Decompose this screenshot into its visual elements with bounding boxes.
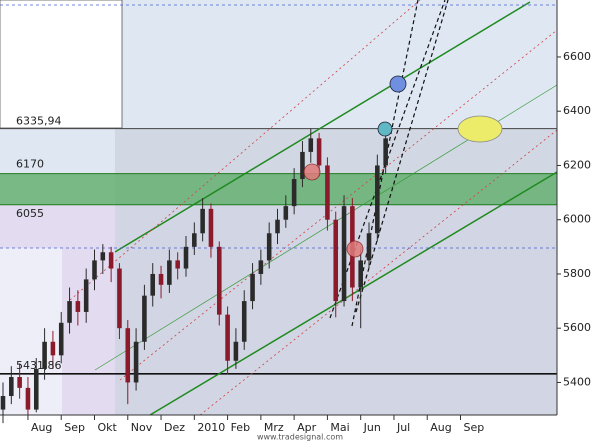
level-label: 5431,86	[16, 359, 62, 372]
level-label: 6335,94	[16, 115, 62, 128]
candle-body	[316, 138, 322, 166]
candle-body	[133, 341, 139, 383]
candle-body	[333, 219, 339, 302]
region	[0, 0, 123, 129]
candle-body	[67, 301, 72, 323]
candle-body	[192, 233, 197, 247]
candle-body	[150, 273, 156, 296]
candle-body	[50, 341, 56, 356]
candle-body	[117, 268, 122, 329]
candle-body	[233, 341, 239, 361]
candle-body	[258, 260, 264, 274]
candle-body	[208, 208, 214, 247]
channel-line	[114, 1, 531, 253]
x-tick-label: Mai	[330, 421, 349, 434]
y-tick-label: 5400	[563, 375, 591, 388]
y-tick-label: 6200	[563, 158, 591, 171]
candle-body	[200, 208, 205, 234]
y-tick-label: 6000	[563, 213, 591, 226]
marker	[346, 240, 364, 258]
candle-body	[358, 260, 363, 288]
candle-body	[216, 246, 222, 315]
channel-line	[119, 29, 558, 381]
channel-line	[69, 0, 421, 301]
x-tick-label: Aug	[31, 421, 52, 434]
x-tick-label: Aug	[430, 421, 451, 434]
candle-body	[291, 179, 297, 207]
candle-body	[383, 138, 388, 166]
x-tick-label: 2010	[197, 421, 225, 434]
candle-body	[9, 377, 14, 397]
x-tick-label: Okt	[97, 421, 117, 434]
x-tick-label: Feb	[231, 421, 250, 434]
candle-body	[125, 328, 131, 383]
candle-body	[142, 295, 147, 342]
candle-body	[183, 246, 189, 269]
level-label: 6170	[16, 158, 44, 171]
candle-body	[366, 233, 372, 261]
marker	[303, 163, 321, 181]
watermark: www.tradesignal.com	[257, 433, 343, 442]
candle-body	[283, 206, 289, 220]
candle-body	[300, 151, 305, 180]
candle-body	[83, 279, 89, 312]
levels	[0, 128, 557, 375]
candle-body	[58, 322, 64, 356]
candle-body	[241, 301, 247, 342]
x-tick-label: Jun	[363, 421, 381, 434]
candle-body	[341, 206, 347, 302]
y-tick-label: 5600	[563, 321, 591, 334]
candle-body	[100, 252, 106, 261]
candle-body	[75, 301, 81, 312]
x-tick-label: Mrz	[264, 421, 284, 434]
x-tick-label: Jul	[396, 421, 410, 434]
candle-body	[17, 377, 22, 388]
candles	[0, 128, 388, 424]
x-tick-label: Nov	[131, 421, 153, 434]
candle-body	[325, 165, 330, 220]
candle-body	[375, 165, 380, 234]
candle-body	[167, 260, 172, 285]
candle-body	[308, 138, 314, 152]
channel-line	[199, 129, 558, 416]
x-tick-label: Sep	[464, 421, 485, 434]
candle-body	[33, 368, 39, 410]
marker	[389, 75, 407, 93]
marker	[377, 121, 393, 137]
channel-line	[149, 171, 558, 416]
x-tick-label: Sep	[64, 421, 85, 434]
candle-body	[0, 396, 6, 410]
x-tick-label: Dez	[164, 421, 185, 434]
level-label: 6055	[16, 207, 44, 220]
candle-body	[158, 273, 164, 285]
marker	[457, 115, 503, 143]
y-tick-label: 5800	[563, 267, 591, 280]
candle-body	[250, 273, 255, 302]
markers	[303, 75, 503, 258]
x-tick-label: Apr	[297, 421, 317, 434]
y-tick-label: 6600	[563, 50, 591, 63]
projection-line	[355, 0, 449, 313]
candle-body	[266, 233, 272, 261]
candle-body	[42, 341, 47, 369]
y-tick-label: 6400	[563, 104, 591, 117]
candle-body	[275, 219, 280, 234]
candle-body	[25, 387, 31, 410]
candle-body	[175, 260, 180, 269]
candle-body	[108, 252, 114, 269]
candle-body	[225, 314, 230, 361]
candle-body	[92, 260, 97, 280]
level-band	[0, 173, 557, 205]
